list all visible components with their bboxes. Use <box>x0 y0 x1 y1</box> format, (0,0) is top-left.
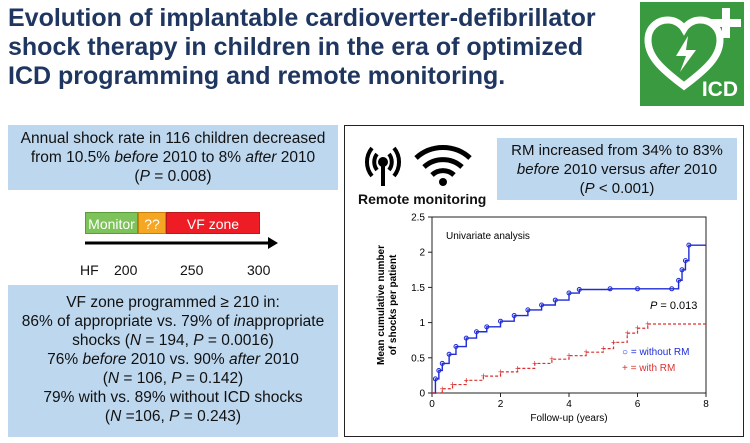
cumulative-shocks-chart: 0 2 4 6 8 0 0.5 1 1.5 2 2.5 + + + + + + + + + + + + + + + Univar… <box>376 213 709 425</box>
with-rm-point: + <box>515 363 520 373</box>
box3-line5: (N = 106, P = 0.142) <box>102 370 244 387</box>
box3-line2: 86% of appropriate vs. 79% of inappropri… <box>21 313 325 330</box>
x-tick-label: 6 <box>635 399 641 410</box>
logo-label: ICD <box>701 78 738 101</box>
box1-line1: Annual shock rate in 116 children decrea… <box>20 130 326 147</box>
y-tick-label: 0 <box>419 389 425 400</box>
icd-logo: ICD <box>640 2 744 106</box>
y-tick-label: 2.5 <box>411 213 425 224</box>
remote-monitoring-panel <box>344 125 744 437</box>
y-tick-label: 0.5 <box>411 353 425 364</box>
with-rm-point: + <box>625 328 630 338</box>
y-tick-label: 1 <box>419 318 425 329</box>
box1-line3: (P = 0.008) <box>134 168 212 185</box>
x-tick-label: 8 <box>703 399 709 410</box>
with-rm-point: + <box>549 354 554 364</box>
without-rm-point <box>498 318 503 324</box>
timeline-monitor: Monitor <box>85 212 138 234</box>
without-rm-point <box>607 286 613 292</box>
remote-monitoring-label: Remote monitoring <box>358 191 487 207</box>
with-rm-point: + <box>450 380 455 390</box>
with-rm-point: + <box>532 358 537 368</box>
box3-line1: VF zone programmed ≥ 210 in: <box>66 294 280 311</box>
timeline-vf-zone: VF zone <box>166 212 260 234</box>
rm-line1: RM increased from 34% to 83% <box>511 142 723 159</box>
y-tick-label: 1.5 <box>411 283 425 294</box>
y-tick-label: 2 <box>419 248 425 259</box>
series-without-rm <box>432 244 706 394</box>
box3-line6: 79% with vs. 89% without ICD shocks <box>43 389 303 406</box>
page-title: Evolution of implantable cardioverter-de… <box>8 4 596 90</box>
without-rm-point <box>453 344 459 350</box>
timeline-unknown: ?? <box>138 212 166 234</box>
with-rm-point: + <box>464 375 469 385</box>
with-rm-point: + <box>635 323 640 333</box>
without-rm-point <box>439 360 445 366</box>
without-rm-point <box>669 286 675 292</box>
without-rm-point <box>676 277 682 283</box>
antenna-icon <box>364 146 402 186</box>
with-rm-point: + <box>566 351 571 361</box>
chart-annotation: Univariate analysis <box>446 231 530 242</box>
without-rm-point <box>446 351 452 357</box>
without-rm-point <box>463 335 469 341</box>
without-rm-point <box>566 290 572 296</box>
rm-line2: before 2010 versus after 2010 <box>516 161 718 178</box>
x-axis-label: Follow-up (years) <box>530 413 607 424</box>
without-rm-point <box>484 324 490 330</box>
box3-line4: 76% before 2010 vs. 90% after 2010 <box>47 351 299 368</box>
box3-line3: shocks (N = 194, P = 0.0016) <box>72 332 274 349</box>
without-rm-point <box>474 329 480 335</box>
box1-line2: from 10.5% before 2010 to 8% after 2010 <box>30 149 316 166</box>
rm-line3: (P < 0.001) <box>579 180 655 197</box>
heart-lightning-icon <box>644 8 741 91</box>
tick-250: 250 <box>180 262 204 278</box>
without-rm-point <box>576 287 582 293</box>
y-axis-label-1: Mean cumulative number <box>376 245 387 365</box>
timeline-axis <box>85 237 278 249</box>
tick-200: 200 <box>114 262 138 278</box>
shock-rate-box: Annual shock rate in 116 children decrea… <box>8 125 338 190</box>
rm-increase-box: RM increased from 34% to 83% before 2010… <box>497 138 737 200</box>
without-rm-point <box>686 242 692 248</box>
without-rm-point <box>539 302 545 308</box>
with-rm-point: + <box>440 384 445 394</box>
with-rm-point: + <box>645 319 650 329</box>
x-tick-label: 0 <box>429 399 435 410</box>
with-rm-point: + <box>611 337 616 347</box>
legend-with-rm: + = with RM <box>622 363 675 374</box>
without-rm-point <box>436 367 442 373</box>
y-axis-label-2: of shocks per patient <box>388 254 399 355</box>
legend-without-rm: ○ = without RM <box>622 347 689 358</box>
without-rm-point <box>679 267 685 273</box>
p-value-label: P = 0.013 <box>650 300 697 312</box>
tick-hf: HF <box>80 262 99 278</box>
x-tick-label: 2 <box>498 399 504 410</box>
with-rm-point: + <box>601 344 606 354</box>
without-rm-point <box>635 286 640 292</box>
without-rm-point <box>432 376 438 382</box>
without-rm-point <box>682 258 688 264</box>
without-rm-point <box>511 313 517 319</box>
tick-300: 300 <box>247 262 271 278</box>
with-rm-point: + <box>481 371 486 381</box>
with-rm-point: + <box>498 367 503 377</box>
box3-line7: (N =106, P = 0.243) <box>104 408 242 425</box>
with-rm-point: + <box>583 347 588 357</box>
wifi-icon <box>414 145 472 186</box>
x-tick-label: 4 <box>566 399 572 410</box>
without-rm-point <box>552 297 558 303</box>
without-rm-point <box>525 307 531 313</box>
series-with-rm <box>432 323 706 394</box>
vf-zone-box: VF zone programmed ≥ 210 in: 86% of appr… <box>8 285 338 437</box>
